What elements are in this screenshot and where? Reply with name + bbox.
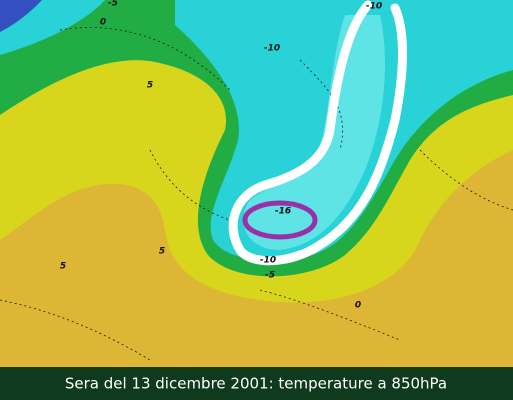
very-cold-corner	[0, 0, 42, 32]
contour-label: 0	[100, 18, 106, 28]
caption: Sera del 13 dicembre 2001: temperature a…	[65, 375, 447, 393]
contour-label: 5	[60, 262, 66, 272]
contour-label: -10	[366, 2, 382, 12]
contour-label: -5	[265, 271, 275, 281]
contour-label: 0	[355, 301, 361, 311]
contour-label: -16	[275, 207, 291, 217]
contour-label: -5	[108, 0, 118, 9]
contour-label: -10	[260, 256, 276, 266]
contour-label: 5	[147, 81, 153, 91]
contour-label: -10	[264, 44, 280, 54]
caption-bar	[0, 367, 513, 400]
isotherm-minus10	[228, 0, 407, 266]
contour-label: 5	[159, 247, 165, 257]
colder-core	[243, 15, 385, 250]
isotherm-minus16	[242, 200, 318, 240]
